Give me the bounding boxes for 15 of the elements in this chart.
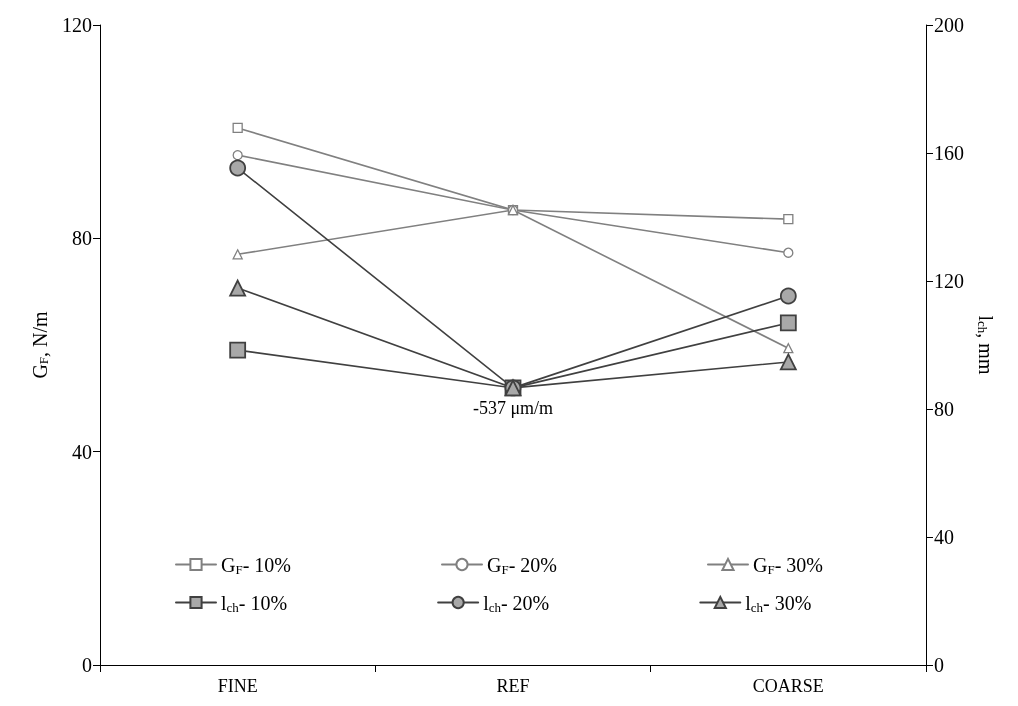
y2-tick-label: 200: [934, 14, 964, 36]
y2-tick-label: 0: [934, 654, 944, 676]
y2-tick-label: 40: [934, 526, 954, 548]
y-axis-title: GF, N/m: [29, 310, 51, 379]
x-tick-label: COARSE: [752, 676, 824, 696]
y2-tick-label: 160: [934, 142, 964, 164]
y-tick-label: 80: [72, 227, 92, 250]
y2-tick-label: 80: [934, 398, 954, 420]
x-tick-label: REF: [496, 676, 530, 696]
y-tick-label: 120: [62, 14, 92, 36]
annotation: -537 μm/m: [472, 398, 554, 418]
y-tick-label: 40: [72, 440, 92, 463]
y-tick-label: 0: [82, 654, 92, 676]
y2-tick-label: 120: [934, 270, 964, 292]
x-tick-label: FINE: [217, 676, 258, 696]
